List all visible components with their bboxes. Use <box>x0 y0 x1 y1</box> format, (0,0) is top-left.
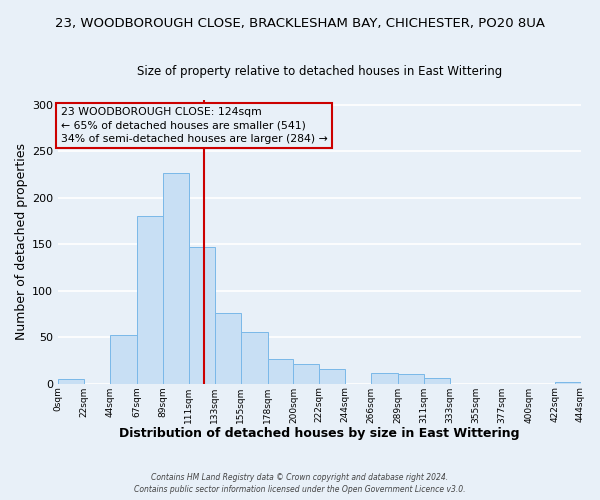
Bar <box>268 358 293 384</box>
Bar <box>293 364 319 384</box>
Bar <box>58 379 84 384</box>
Bar <box>371 374 398 384</box>
Text: 23, WOODBOROUGH CLOSE, BRACKLESHAM BAY, CHICHESTER, PO20 8UA: 23, WOODBOROUGH CLOSE, BRACKLESHAM BAY, … <box>55 18 545 30</box>
Bar <box>319 369 345 384</box>
Y-axis label: Number of detached properties: Number of detached properties <box>15 144 28 340</box>
Bar <box>424 378 450 384</box>
Bar <box>398 374 424 384</box>
Bar <box>110 336 137 384</box>
Text: Contains HM Land Registry data © Crown copyright and database right 2024.
Contai: Contains HM Land Registry data © Crown c… <box>134 472 466 494</box>
Title: Size of property relative to detached houses in East Wittering: Size of property relative to detached ho… <box>137 65 502 78</box>
Bar <box>215 313 241 384</box>
X-axis label: Distribution of detached houses by size in East Wittering: Distribution of detached houses by size … <box>119 427 520 440</box>
Text: 23 WOODBOROUGH CLOSE: 124sqm
← 65% of detached houses are smaller (541)
34% of s: 23 WOODBOROUGH CLOSE: 124sqm ← 65% of de… <box>61 108 327 144</box>
Bar <box>241 332 268 384</box>
Bar <box>189 247 215 384</box>
Bar <box>137 216 163 384</box>
Bar <box>554 382 581 384</box>
Bar <box>163 174 189 384</box>
